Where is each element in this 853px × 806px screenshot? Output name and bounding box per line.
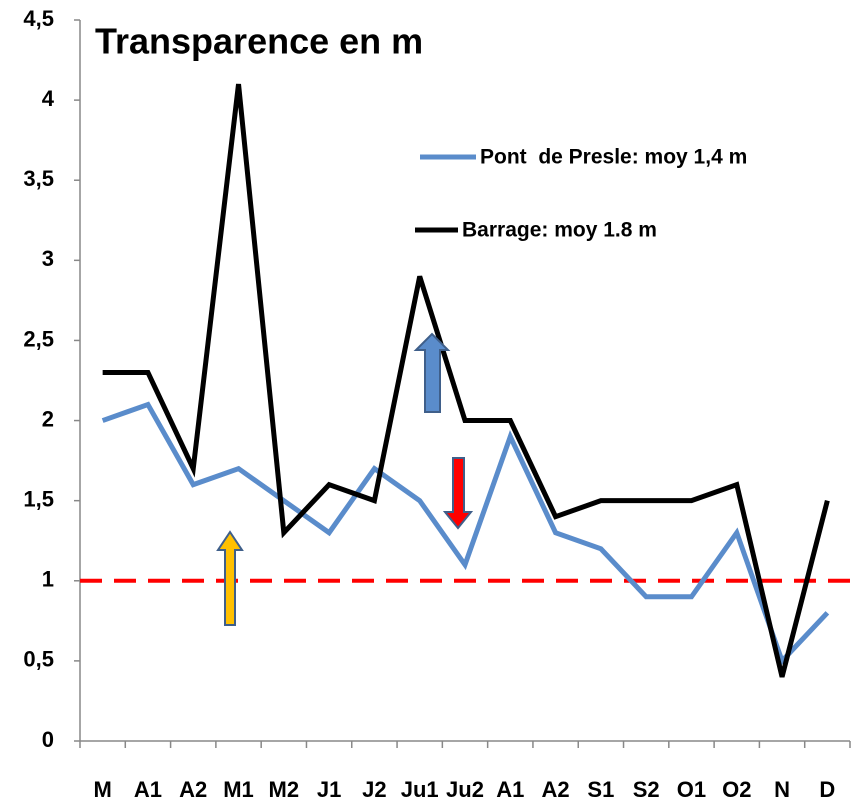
y-tick-label: 2 (42, 406, 54, 431)
x-tick-label: N (774, 777, 790, 802)
series-line (101, 401, 830, 666)
x-tick-label: Ju1 (401, 777, 439, 802)
chart-title: Transparence en m (95, 21, 423, 62)
legend-label: Pont de Presle: moy 1,4 m (480, 146, 747, 169)
y-tick-label: 3,5 (23, 166, 54, 191)
y-tick-label: 3 (42, 246, 54, 271)
x-tick-label: M2 (269, 777, 300, 802)
x-tick-label: O2 (722, 777, 751, 802)
y-tick-label: 4,5 (23, 6, 54, 31)
blue-arrow (413, 332, 451, 413)
x-tick-label: S1 (587, 777, 614, 802)
x-tick-label: A1 (496, 777, 524, 802)
x-tick-label: J1 (317, 777, 341, 802)
yellow-arrow (216, 530, 244, 626)
x-tick-label: M1 (223, 777, 254, 802)
y-tick-label: 1,5 (23, 486, 54, 511)
x-tick-label: A2 (179, 777, 207, 802)
x-tick-label: D (819, 777, 835, 802)
x-tick-label: J2 (362, 777, 386, 802)
x-tick-label: M (93, 777, 111, 802)
x-tick-label: A1 (134, 777, 162, 802)
y-tick-label: 2,5 (23, 326, 54, 351)
y-tick-label: 4 (42, 86, 55, 111)
red-arrow (442, 457, 474, 530)
y-tick-label: 1 (42, 567, 54, 592)
y-tick-label: 0 (42, 727, 54, 752)
x-tick-label: A2 (542, 777, 570, 802)
x-tick-label: S2 (633, 777, 660, 802)
series-line (102, 83, 830, 678)
x-tick-label: Ju2 (446, 777, 484, 802)
y-tick-label: 0,5 (23, 647, 54, 672)
x-tick-label: O1 (677, 777, 706, 802)
annotation-arrows (216, 332, 474, 626)
legend-label: Barrage: moy 1.8 m (462, 219, 657, 242)
